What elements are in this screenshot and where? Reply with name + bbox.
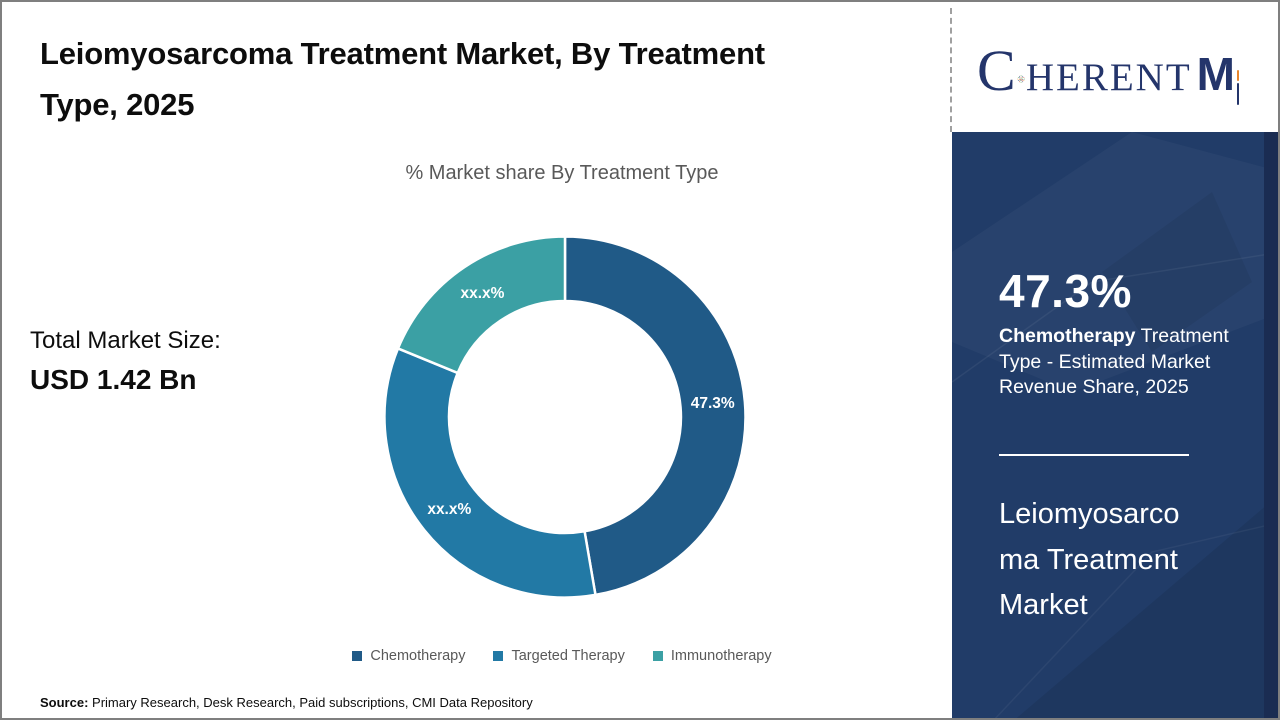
panel-divider-line bbox=[999, 454, 1189, 456]
side-panel: 47.3% Chemotherapy Treatment Type - Esti… bbox=[952, 132, 1278, 718]
chart-legend: Chemotherapy Targeted Therapy Immunother… bbox=[192, 648, 932, 664]
legend-swatch-icon bbox=[493, 651, 504, 661]
donut-slice-targeted-therapy bbox=[383, 347, 597, 599]
chart-subtitle: % Market share By Treatment Type bbox=[405, 162, 719, 184]
panel-market-title: Leiomyosarcoma Treatment Market bbox=[999, 498, 1180, 622]
logo-globe-icon bbox=[1017, 75, 1025, 83]
panel-right-edge bbox=[1264, 132, 1278, 718]
legend-item-chemotherapy: Chemotherapy bbox=[352, 648, 465, 664]
logo-i-navy-segment bbox=[1236, 83, 1239, 105]
sidebar-stat-segment: Chemotherapy bbox=[999, 325, 1136, 347]
source-label: Source: bbox=[40, 695, 89, 710]
logo-letter-i-glyph bbox=[1236, 70, 1239, 105]
donut-slice-chemotherapy bbox=[563, 235, 747, 597]
page-title: Leiomyosarcoma Treatment Market, By Trea… bbox=[40, 36, 765, 123]
legend-item-targeted-therapy: Targeted Therapy bbox=[493, 648, 625, 664]
donut-slice-label: xx.x% bbox=[460, 284, 505, 302]
logo-letter-m: M bbox=[1196, 48, 1235, 100]
legend-label: Targeted Therapy bbox=[511, 648, 625, 664]
logo-letter-c: C bbox=[977, 38, 1016, 103]
total-market-block: Total Market Size: USD 1.42 Bn bbox=[30, 327, 221, 396]
legend-swatch-icon bbox=[352, 651, 363, 661]
source-line: Source: Primary Research, Desk Research,… bbox=[40, 695, 533, 710]
logo-letters-herent: HERENT bbox=[1025, 56, 1192, 99]
legend-swatch-icon bbox=[652, 651, 663, 661]
donut-slice-label: 47.3% bbox=[690, 395, 735, 413]
donut-slice-immunotherapy bbox=[396, 235, 567, 375]
coherentmi-logo: C bbox=[977, 42, 1239, 106]
sidebar-stat-value: 47.3% bbox=[999, 265, 1132, 317]
donut-slice-label: xx.x% bbox=[427, 500, 472, 518]
legend-item-immunotherapy: Immunotherapy bbox=[652, 648, 772, 664]
total-market-value: USD 1.42 Bn bbox=[30, 364, 197, 395]
donut-chart: 47.3% xx.x% xx.x% bbox=[383, 235, 747, 599]
total-market-label: Total Market Size: bbox=[30, 327, 221, 354]
dashed-divider bbox=[950, 8, 952, 132]
legend-label: Immunotherapy bbox=[670, 648, 772, 664]
panel-map-texture bbox=[952, 192, 1278, 718]
sidebar-stat-description: Chemotherapy Treatment Type - Estimated … bbox=[999, 324, 1261, 401]
source-text: Primary Research, Desk Research, Paid su… bbox=[88, 695, 533, 710]
logo-i-orange-segment bbox=[1236, 70, 1239, 81]
sidebar-stat-rest: Treatment Type - Estimated Market Revenu… bbox=[999, 325, 1229, 399]
legend-label: Chemotherapy bbox=[370, 648, 466, 664]
